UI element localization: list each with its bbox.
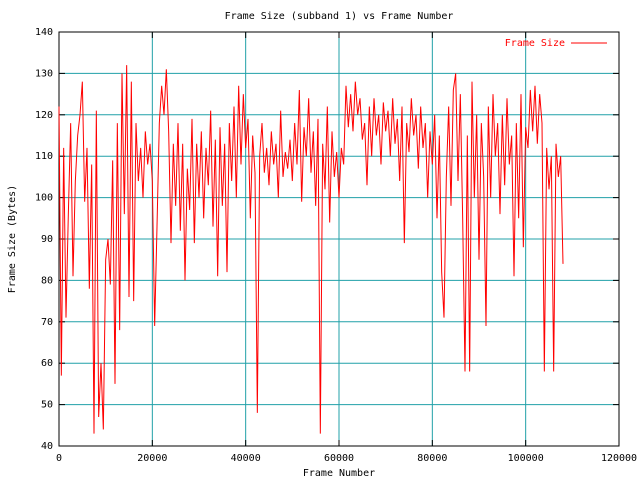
y-tick-label: 110 [35,151,53,162]
x-tick-label: 0 [56,453,62,464]
data-line [58,65,564,434]
x-tick-label: 120000 [601,453,637,464]
y-tick-label: 120 [35,110,53,121]
y-tick-label: 140 [35,27,53,38]
y-tick-label: 60 [41,358,53,369]
y-tick-label: 130 [35,68,53,79]
y-tick-label: 100 [35,193,53,204]
y-tick-label: 40 [41,441,53,452]
plot-border [58,31,620,447]
y-axis-label: Frame Size (Bytes) [7,185,18,293]
x-tick-label: 40000 [231,453,261,464]
chart-title: Frame Size (subband 1) vs Frame Number [225,11,454,22]
x-axis-label: Frame Number [303,468,375,479]
y-tick-label: 90 [41,234,53,245]
legend-label: Frame Size [505,38,565,49]
y-tick-label: 70 [41,317,53,328]
x-tick-label: 80000 [417,453,447,464]
x-tick-label: 100000 [508,453,544,464]
x-tick-label: 60000 [324,453,354,464]
x-tick-label: 20000 [137,453,167,464]
y-tick-label: 50 [41,400,53,411]
y-tick-label: 80 [41,275,53,286]
